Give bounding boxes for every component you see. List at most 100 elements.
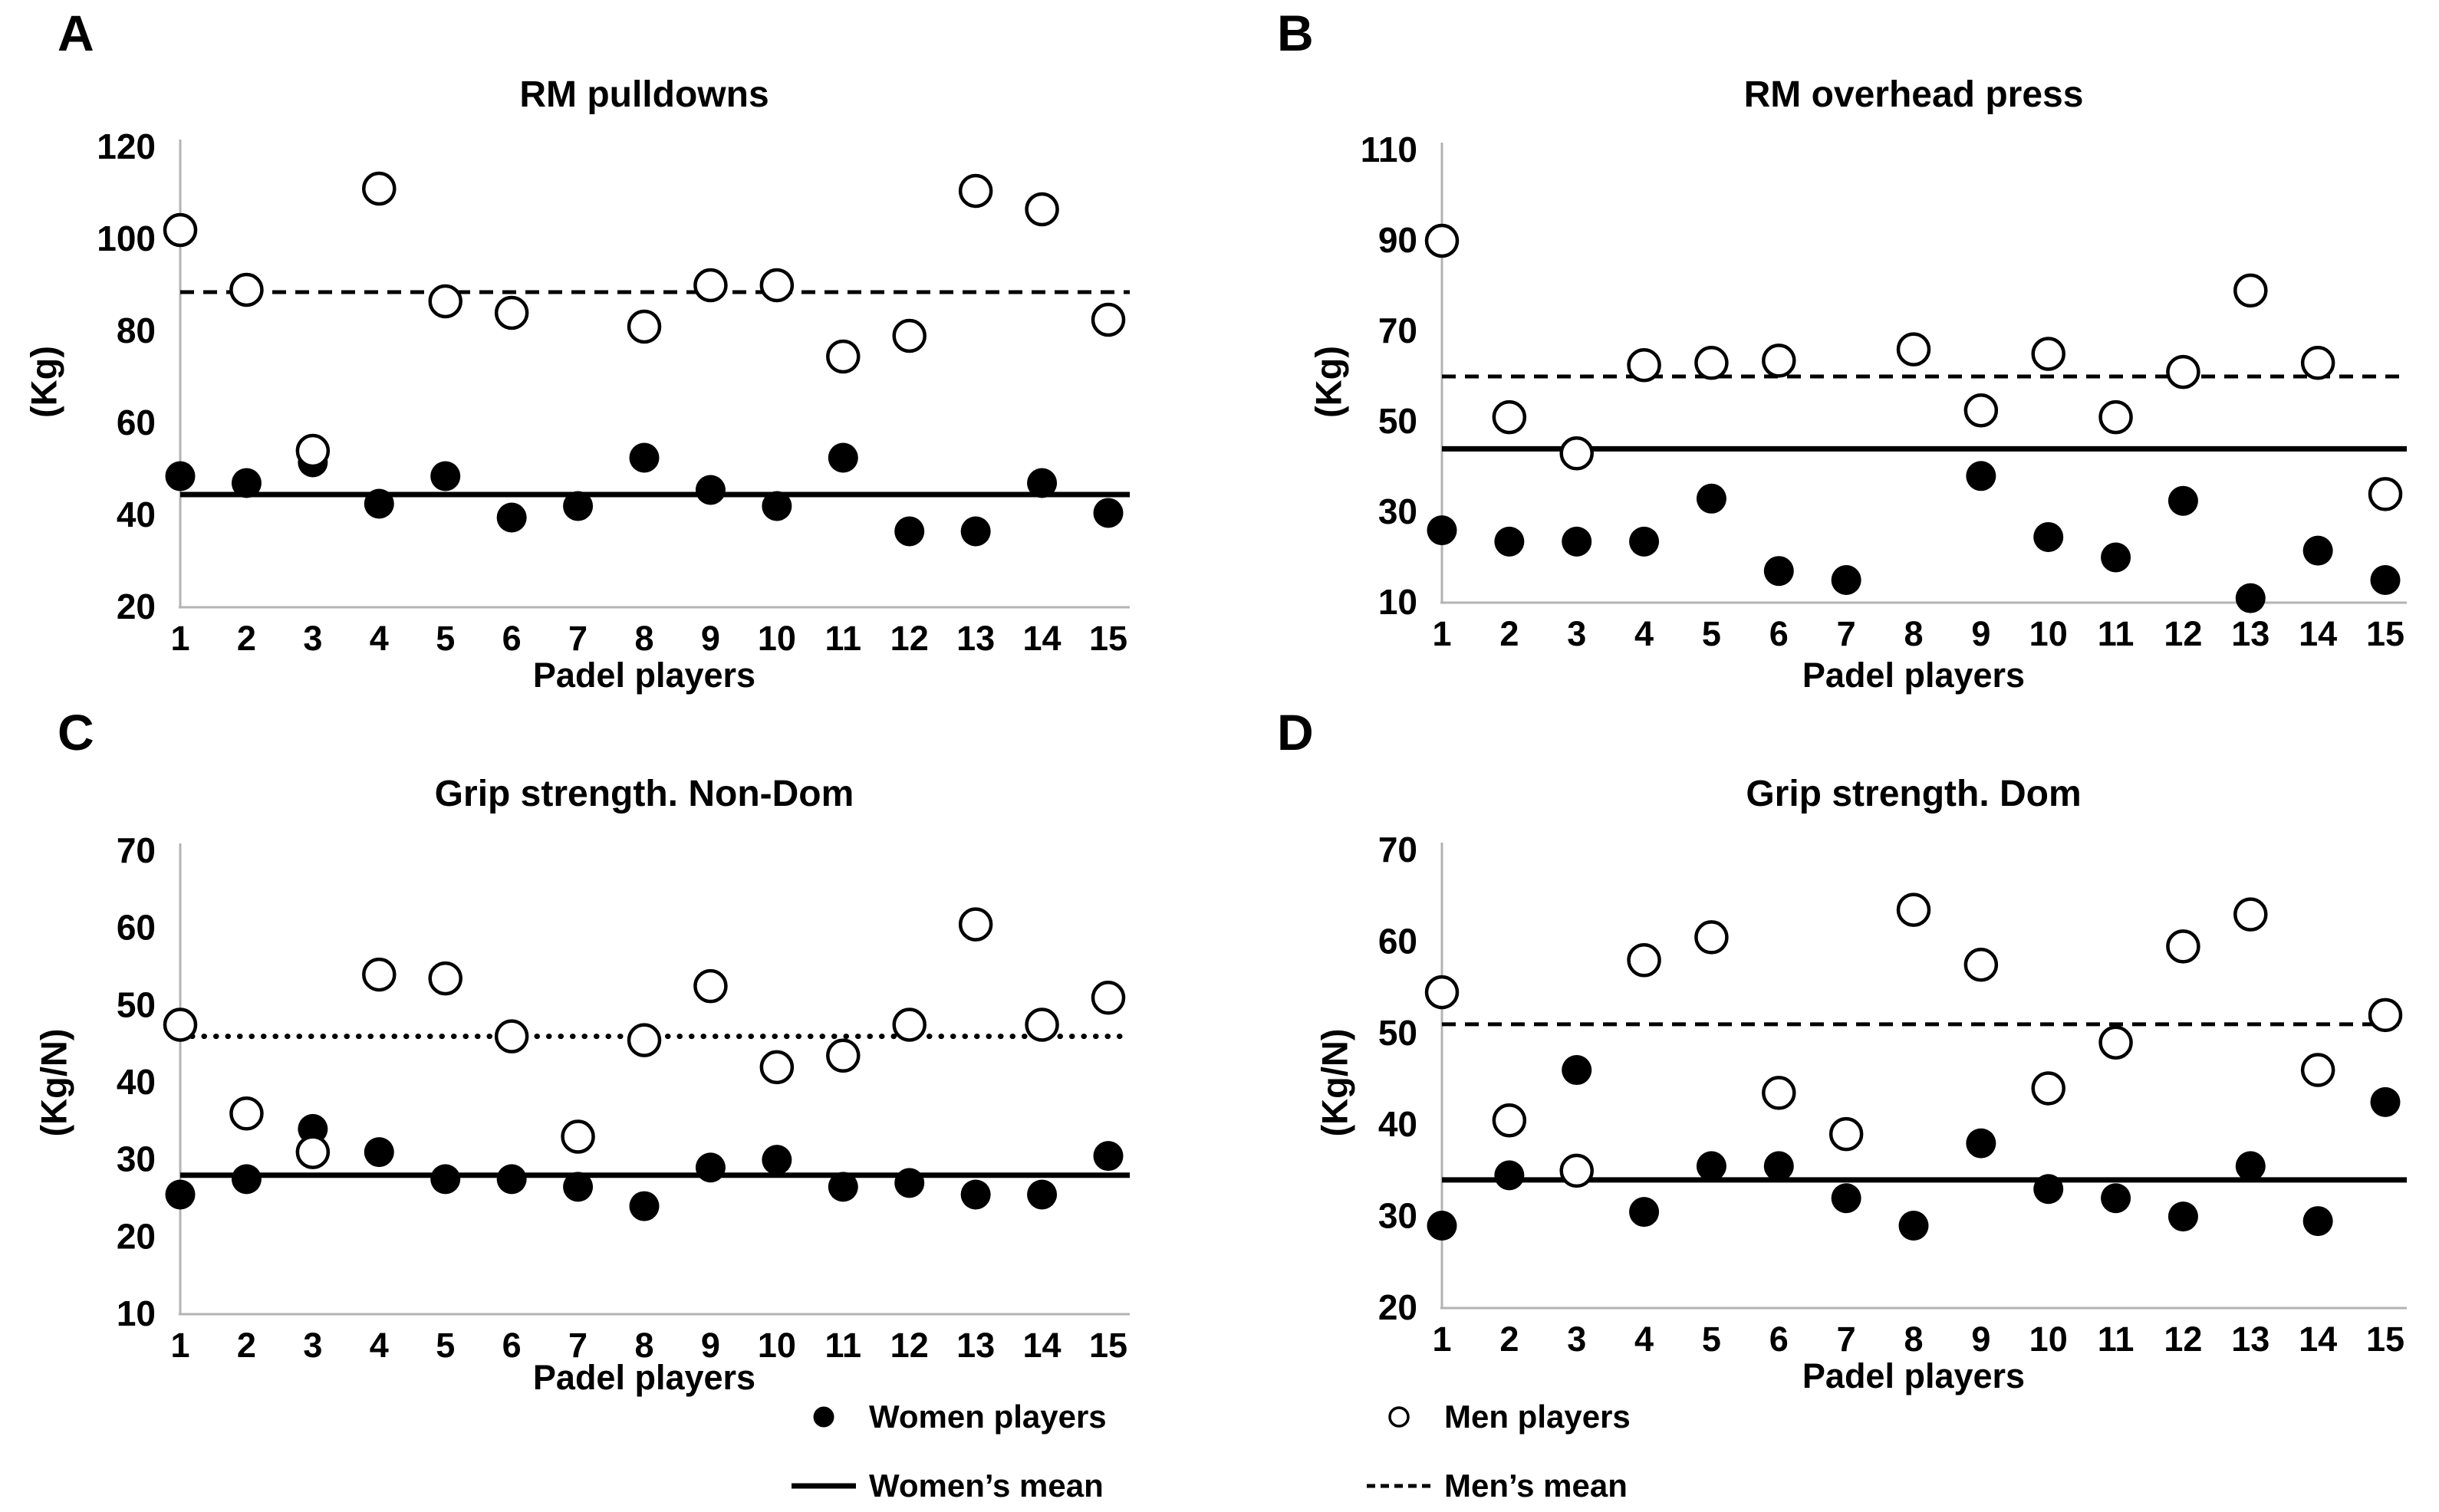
women-point [165, 1179, 196, 1210]
women-point [364, 488, 394, 519]
women-point [1629, 526, 1660, 557]
svg-text:14: 14 [1023, 1326, 1062, 1365]
women-point [231, 468, 262, 498]
svg-text:13: 13 [2231, 614, 2269, 653]
women-point [695, 475, 726, 505]
svg-text:5: 5 [1702, 614, 1721, 653]
women-point [960, 1179, 991, 1210]
svg-text:3: 3 [1567, 614, 1586, 653]
svg-text:4: 4 [1634, 614, 1654, 653]
men-point [1694, 920, 1729, 955]
svg-text:11: 11 [825, 1326, 861, 1365]
svg-text:8: 8 [1904, 1320, 1923, 1359]
panel-d-x-axis-label: Padel players [1802, 1356, 2026, 1395]
svg-text:10: 10 [758, 1326, 796, 1365]
women-point [2370, 1086, 2401, 1117]
svg-text:12: 12 [2164, 614, 2202, 653]
men-point [1025, 192, 1059, 227]
women-point [496, 502, 527, 533]
svg-text:7: 7 [1837, 614, 1856, 653]
men-point [163, 1007, 198, 1042]
panel-a-x-axis-label: Padel players [532, 656, 756, 695]
svg-text:6: 6 [502, 619, 522, 658]
svg-text:10: 10 [758, 619, 796, 658]
panel-c-x-axis-label: Padel players [532, 1358, 756, 1397]
men-point [1492, 399, 1527, 435]
men-point [229, 272, 264, 307]
svg-text:10: 10 [117, 1293, 156, 1333]
men-point [1963, 393, 1999, 428]
men-point [295, 1135, 331, 1169]
svg-text:60: 60 [117, 403, 156, 442]
panel-c-letter: C [58, 704, 94, 761]
men-point [1762, 1076, 1796, 1110]
women-point [762, 1145, 792, 1175]
svg-text:14: 14 [2299, 1320, 2337, 1359]
women-point [1966, 1128, 1996, 1159]
panel-a-title: RM pulldowns [519, 74, 769, 115]
women-point [1093, 498, 1124, 528]
svg-text:120: 120 [97, 127, 156, 166]
svg-text:60: 60 [117, 908, 156, 948]
svg-text:9: 9 [701, 619, 720, 658]
men-point [428, 284, 462, 319]
svg-text:1: 1 [170, 1326, 189, 1365]
men-point [892, 318, 927, 353]
women-point [430, 461, 461, 491]
women-point [2235, 583, 2266, 613]
svg-text:14: 14 [2299, 614, 2337, 653]
women-point [828, 442, 858, 473]
men-point [826, 1038, 861, 1073]
svg-text:5: 5 [436, 619, 455, 658]
open-circle-icon [1354, 1404, 1444, 1430]
women-point [1027, 1179, 1058, 1210]
svg-text:15: 15 [1089, 619, 1127, 658]
svg-text:5: 5 [1702, 1320, 1721, 1359]
men-point [2300, 1053, 2335, 1087]
filled-circle-icon [778, 1404, 869, 1430]
svg-text:5: 5 [436, 1326, 455, 1365]
women-point [2235, 1151, 2266, 1182]
svg-text:20: 20 [1378, 1287, 1417, 1327]
men-point [1424, 223, 1460, 258]
svg-text:2: 2 [237, 619, 256, 658]
svg-text:20: 20 [117, 1216, 156, 1256]
men-point [1091, 302, 1126, 337]
svg-text:40: 40 [117, 1062, 156, 1102]
women-point [1629, 1197, 1660, 1228]
svg-text:2: 2 [1499, 614, 1519, 653]
men-point [2031, 337, 2065, 371]
men-point [2300, 346, 2335, 380]
men-point [2098, 399, 2133, 435]
svg-text:8: 8 [1904, 614, 1923, 653]
panel-a-letter: A [58, 5, 94, 61]
panel-d-y-axis-label: (Kg/N) [1314, 1028, 1355, 1137]
men-point [494, 295, 529, 330]
women-point [762, 491, 792, 521]
svg-text:9: 9 [1971, 614, 1990, 653]
svg-text:3: 3 [303, 619, 322, 658]
men-point [627, 309, 662, 344]
svg-text:20: 20 [117, 587, 156, 626]
men-point [1091, 981, 1126, 1015]
men-point [2233, 897, 2268, 932]
women-point [563, 491, 594, 521]
legend-item-men-mean: Men’s mean [1354, 1464, 1628, 1507]
women-point [960, 516, 991, 547]
svg-text:2: 2 [1499, 1320, 1519, 1359]
men-point [1025, 1007, 1059, 1042]
svg-text:50: 50 [1378, 1013, 1417, 1053]
men-point [2166, 354, 2200, 390]
men-point [1896, 332, 1931, 366]
women-point [1898, 1211, 1929, 1241]
solid-line-icon [778, 1481, 869, 1491]
women-point [496, 1164, 527, 1195]
panel-b-title: RM overhead press [1743, 74, 2084, 115]
panel-d-letter: D [1277, 704, 1314, 761]
men-point [362, 957, 397, 992]
legend-item-men-players: Men players [1354, 1395, 1631, 1438]
women-point [828, 1172, 858, 1202]
